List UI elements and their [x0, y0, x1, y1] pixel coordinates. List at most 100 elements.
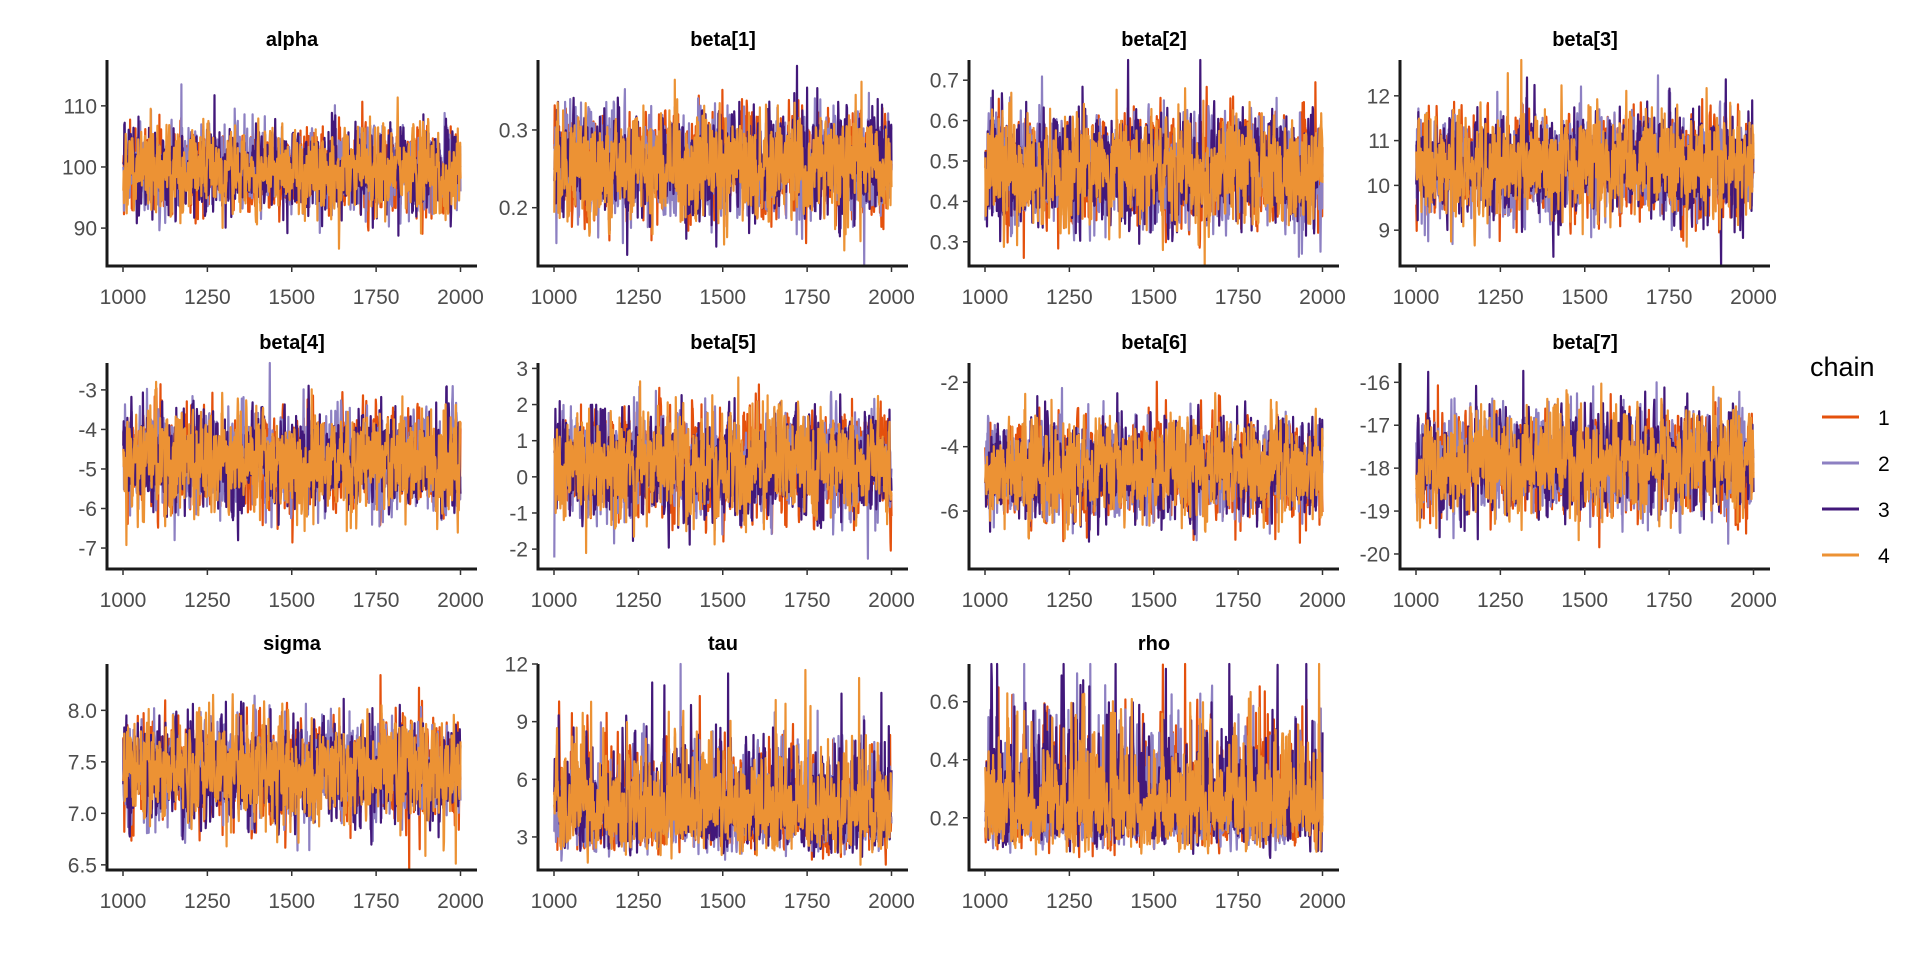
- x-tick-label: 1500: [699, 589, 746, 612]
- x-tick-label: 1750: [1646, 286, 1693, 309]
- y-tick-label: 7.5: [68, 751, 97, 774]
- y-tick-label: -20: [1360, 543, 1390, 566]
- y-tick-label: 3: [516, 826, 528, 849]
- x-tick-label: 1750: [353, 286, 400, 309]
- y-tick-label: 0.3: [499, 119, 528, 142]
- x-tick-label: 1000: [962, 890, 1009, 913]
- panel-title: tau: [708, 633, 738, 655]
- y-tick-label: 1: [516, 430, 528, 453]
- y-tick-label: 6.5: [68, 854, 97, 877]
- y-tick-label: 0.6: [930, 110, 959, 133]
- panel-title: beta[5]: [690, 332, 756, 354]
- x-tick-label: 1500: [1130, 589, 1177, 612]
- panel-alpha: alpha 90 100 110 1000 1250 1500 1750 2000: [62, 29, 484, 309]
- legend-label: 4: [1878, 545, 1890, 568]
- x-tick-label: 1500: [268, 890, 315, 913]
- y-tick-label: 0.2: [499, 197, 528, 220]
- y-tick-label: -6: [940, 501, 959, 524]
- y-tick-label: -7: [78, 538, 97, 561]
- legend-title: chain: [1810, 352, 1875, 382]
- y-tick-label: 10: [1367, 175, 1390, 198]
- y-tick-label: 0.7: [930, 70, 959, 93]
- x-tick-label: 1250: [1046, 890, 1093, 913]
- trace-line-chain-4: [984, 392, 1324, 540]
- x-tick-label: 1250: [184, 890, 231, 913]
- x-tick-label: 2000: [437, 286, 484, 309]
- legend-item-chain-2: 2: [1822, 453, 1890, 476]
- y-tick-label: 12: [505, 654, 528, 677]
- trace-line-chain-4: [1415, 58, 1755, 248]
- x-tick-label: 1750: [1215, 890, 1262, 913]
- x-tick-label: 1000: [1393, 589, 1440, 612]
- x-tick-label: 1500: [699, 890, 746, 913]
- x-tick-label: 1000: [100, 589, 147, 612]
- legend: chain 1 2 3 4: [1810, 352, 1890, 568]
- x-tick-label: 1500: [699, 286, 746, 309]
- legend-label: 1: [1878, 407, 1890, 430]
- y-tick-label: 90: [74, 218, 97, 241]
- y-tick-label: -6: [78, 498, 97, 521]
- x-tick-label: 1250: [615, 589, 662, 612]
- y-tick-label: 0.2: [930, 807, 959, 830]
- x-tick-label: 2000: [1730, 286, 1777, 309]
- x-tick-label: 1000: [962, 286, 1009, 309]
- x-tick-label: 1500: [1561, 286, 1608, 309]
- x-tick-label: 2000: [437, 890, 484, 913]
- x-tick-label: 1750: [784, 286, 831, 309]
- y-tick-label: 9: [1378, 220, 1390, 243]
- x-tick-label: 1750: [1646, 589, 1693, 612]
- y-tick-label: 6: [516, 769, 528, 792]
- x-tick-label: 1500: [268, 286, 315, 309]
- panel-tau: tau 3 6 9 12 1000 1250 1500 1750 2000: [505, 633, 915, 913]
- y-tick-label: 0.6: [930, 691, 959, 714]
- legend-item-chain-3: 3: [1822, 499, 1890, 522]
- x-tick-label: 1500: [1130, 286, 1177, 309]
- y-tick-label: 11: [1368, 130, 1390, 153]
- x-tick-label: 1500: [268, 589, 315, 612]
- x-tick-label: 2000: [437, 589, 484, 612]
- y-tick-label: -19: [1360, 501, 1390, 524]
- y-tick-label: 12: [1367, 85, 1390, 108]
- x-tick-label: 1000: [531, 286, 578, 309]
- x-tick-label: 1250: [1046, 286, 1093, 309]
- panel-title: rho: [1138, 633, 1170, 655]
- x-tick-label: 1000: [531, 589, 578, 612]
- y-tick-label: 9: [516, 711, 528, 734]
- x-tick-label: 1250: [615, 286, 662, 309]
- x-tick-label: 1000: [962, 589, 1009, 612]
- x-tick-label: 1250: [615, 890, 662, 913]
- panel-title: beta[6]: [1121, 332, 1187, 354]
- y-tick-label: -4: [78, 419, 97, 442]
- x-tick-label: 1500: [1130, 890, 1177, 913]
- y-tick-label: 100: [62, 156, 97, 179]
- x-tick-label: 2000: [1730, 589, 1777, 612]
- y-tick-label: -2: [940, 372, 959, 395]
- y-tick-label: -1: [509, 502, 528, 525]
- trace-line-chain-4: [984, 662, 1324, 856]
- y-tick-label: 0.3: [930, 231, 959, 254]
- x-tick-label: 1250: [1477, 589, 1524, 612]
- trace-line-chain-4: [122, 693, 462, 865]
- x-tick-label: 1000: [1393, 286, 1440, 309]
- legend-label: 3: [1878, 499, 1890, 522]
- y-tick-label: 7.0: [68, 803, 97, 826]
- panel-beta5: beta[5] -2 -1 0 1 2 3 1000 1250 1500 1750 2000: [509, 332, 915, 612]
- panel-beta3: beta[3] 9 10 11 12 1000 1250 1500 1750 2000: [1367, 29, 1777, 309]
- x-tick-label: 1750: [784, 890, 831, 913]
- x-tick-label: 2000: [1299, 286, 1346, 309]
- trace-line-chain-4: [553, 78, 893, 252]
- x-tick-label: 1250: [1477, 286, 1524, 309]
- panel-beta1: beta[1] 0.2 0.3 1000 1250 1500 1750 2000: [499, 29, 915, 309]
- y-tick-label: 3: [516, 358, 528, 381]
- x-tick-label: 1000: [100, 286, 147, 309]
- x-tick-label: 2000: [868, 589, 915, 612]
- y-tick-label: -4: [940, 436, 959, 459]
- x-tick-label: 1750: [353, 589, 400, 612]
- y-tick-label: 8.0: [68, 700, 97, 723]
- x-tick-label: 1000: [100, 890, 147, 913]
- panel-beta7: beta[7] -20 -19 -18 -17 -16 1000 1250 1500 1750 20…: [1360, 332, 1777, 612]
- panel-title: beta[7]: [1552, 332, 1618, 354]
- panel-title: beta[1]: [690, 29, 756, 51]
- panel-title: alpha: [266, 29, 319, 51]
